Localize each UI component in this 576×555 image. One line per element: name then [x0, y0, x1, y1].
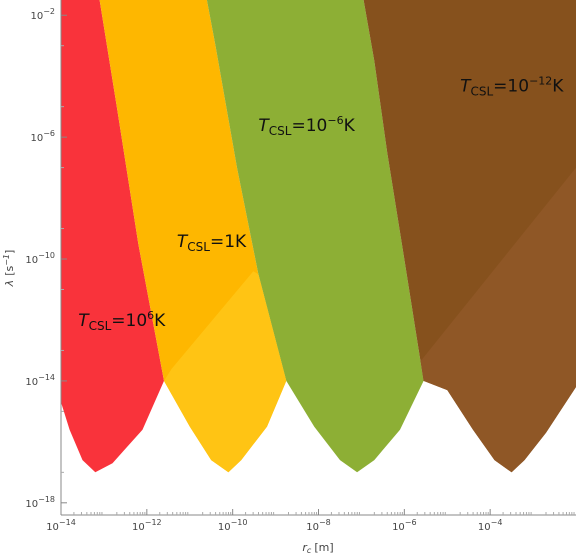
region-0 [61, 0, 164, 473]
region-2 [206, 0, 424, 473]
x-tick-label-4: 10−6 [392, 518, 417, 533]
x-tick-label-0: 10−14 [46, 518, 76, 533]
x-tick-label-3: 10−8 [306, 518, 331, 533]
y-tick-label-4: 10−18 [25, 495, 55, 510]
region-shade-3 [420, 167, 576, 473]
y-tick-label-0: 10−2 [30, 7, 55, 22]
region-label-2: TCSL=10−6K [258, 114, 355, 138]
y-tick-label-2: 10−10 [25, 251, 55, 266]
x-tick-label-2: 10−10 [218, 518, 248, 533]
region-label-3: TCSL=10−12K [460, 74, 564, 98]
y-tick-label-1: 10−6 [30, 129, 55, 144]
region-shade-1 [164, 271, 287, 473]
region-label-0: TCSL=106K [78, 309, 166, 333]
region-labels: TCSL=106K TCSL=1K TCSL=10−6K TCSL=10−12K [78, 74, 564, 333]
region-shades [164, 167, 576, 473]
x-tick-label-5: 10−4 [478, 518, 503, 533]
x-axis-label: rc [m] [302, 541, 333, 555]
x-tick-label-1: 10−12 [132, 518, 162, 533]
ticks: 10−14 10−12 10−10 10−8 10−6 10−4 10−2 10−6 10−10… [25, 7, 575, 533]
y-tick-label-3: 10−14 [25, 373, 55, 388]
y-axis-label: λ[s−1] [2, 250, 16, 288]
region-label-1: TCSL=1K [177, 232, 247, 254]
